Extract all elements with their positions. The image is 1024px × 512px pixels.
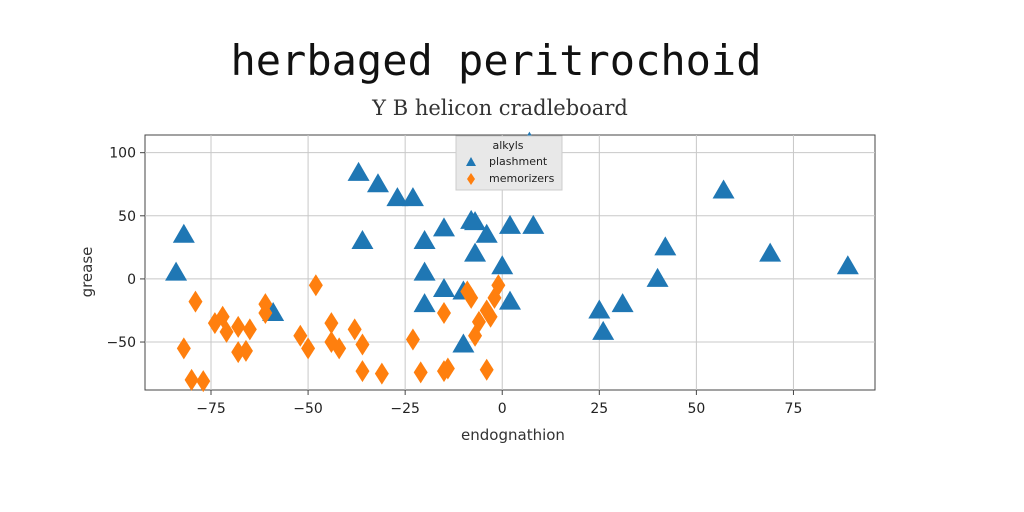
- memorizers-point: [196, 370, 211, 393]
- plashment-point: [836, 255, 859, 275]
- legend-label-plashment: plashment: [489, 155, 548, 168]
- memorizers-point: [293, 324, 308, 347]
- memorizers-point: [436, 301, 451, 324]
- x-axis-label: endognathion: [461, 426, 565, 444]
- y-axis-ticks: −50 0 50 100: [106, 146, 145, 351]
- memorizers-point: [301, 337, 316, 360]
- memorizers-point: [464, 286, 479, 309]
- memorizers-point: [413, 361, 428, 384]
- memorizers-point: [184, 368, 199, 391]
- memorizers-point: [374, 362, 389, 385]
- memorizers-point: [347, 318, 362, 341]
- plashment-point: [172, 223, 195, 243]
- x-tick-label: −75: [196, 401, 226, 417]
- plashment-point: [401, 187, 424, 207]
- chart-title: herbaged peritrochoid: [230, 36, 761, 85]
- data-markers: [165, 131, 859, 393]
- x-tick-label: 50: [687, 401, 705, 417]
- memorizers-point: [471, 310, 486, 333]
- memorizers-point: [491, 274, 506, 297]
- plashment-point: [413, 261, 436, 281]
- plashment-point: [646, 267, 669, 287]
- memorizers-point: [308, 274, 323, 297]
- memorizers-point: [324, 312, 339, 335]
- memorizers-point: [188, 290, 203, 313]
- chart-subtitle: Y B helicon cradleboard: [371, 96, 628, 120]
- legend-label-memorizers: memorizers: [489, 172, 555, 185]
- memorizers-point: [479, 358, 494, 381]
- memorizers-point: [332, 337, 347, 360]
- plashment-point: [452, 333, 475, 353]
- y-tick-label: −50: [106, 335, 136, 351]
- plashment-point: [351, 230, 374, 250]
- plashment-point: [432, 278, 455, 298]
- memorizers-point: [238, 339, 253, 362]
- memorizers-point: [207, 312, 222, 335]
- plashment-point: [654, 236, 677, 256]
- plashment-point: [432, 217, 455, 237]
- plashment-point: [165, 261, 188, 281]
- memorizers-point: [355, 360, 370, 383]
- memorizers-point: [231, 315, 246, 338]
- plashment-point: [366, 173, 389, 193]
- plashment-point: [499, 290, 521, 310]
- plashment-point: [413, 230, 436, 250]
- plashment-point: [475, 223, 498, 243]
- y-tick-label: 100: [109, 146, 136, 162]
- plashment-point: [499, 214, 521, 234]
- x-tick-label: −50: [293, 401, 323, 417]
- plashment-point: [712, 179, 735, 199]
- plashment-point: [588, 299, 611, 319]
- plashment-point: [522, 214, 545, 234]
- legend-marker-memorizers: [467, 173, 475, 185]
- plashment-point: [464, 242, 487, 262]
- x-tick-label: 75: [785, 401, 803, 417]
- y-tick-label: 50: [118, 209, 136, 225]
- memorizers-point: [440, 357, 455, 380]
- memorizers-point: [219, 320, 234, 343]
- y-axis-label: grease: [78, 247, 96, 298]
- y-tick-label: 0: [127, 272, 136, 288]
- memorizers-point: [258, 301, 273, 324]
- memorizers-point: [242, 318, 257, 341]
- legend-title: alkyls: [492, 139, 523, 152]
- memorizers-point: [405, 328, 420, 351]
- x-axis-ticks: −75 −50 −25 0 25 50 75: [196, 390, 802, 417]
- plashment-point: [347, 161, 370, 181]
- legend: alkyls plashment memorizers: [455, 135, 563, 191]
- plashment-point: [611, 293, 634, 313]
- plashment-point: [592, 320, 615, 340]
- plashment-point: [491, 255, 514, 275]
- memorizers-point: [355, 333, 370, 356]
- legend-marker-plashment: [466, 157, 476, 166]
- plashment-point: [464, 211, 487, 231]
- plashment-point: [759, 242, 782, 262]
- x-tick-label: 25: [590, 401, 608, 417]
- x-tick-label: −25: [390, 401, 420, 417]
- memorizers-point: [176, 337, 191, 360]
- memorizers-point: [483, 305, 498, 328]
- plashment-point: [386, 187, 409, 207]
- plashment-point: [413, 293, 436, 313]
- x-tick-label: 0: [498, 401, 507, 417]
